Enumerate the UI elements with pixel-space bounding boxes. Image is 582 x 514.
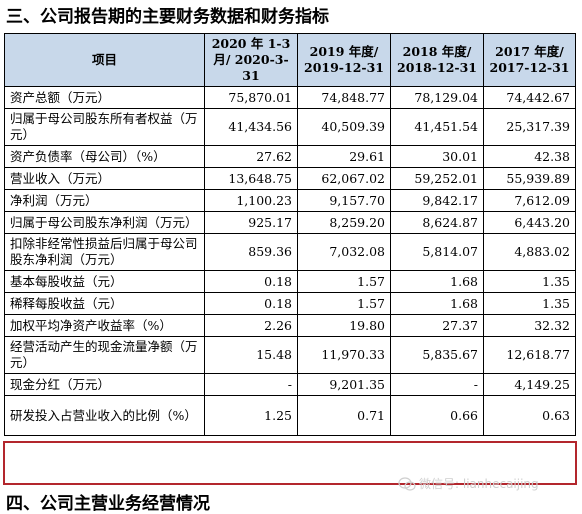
row-value: 859.36 (204, 233, 298, 271)
row-label: 稀释每股收益（元） (4, 292, 205, 315)
row-label: 资产总额（万元） (4, 86, 205, 109)
row-value: 29.61 (297, 145, 391, 168)
row-label: 扣除非经常性损益后归属于母公司股东净利润（万元） (4, 233, 205, 271)
row-value: 1.35 (483, 270, 576, 293)
table-row: 资产负债率（母公司）（%） 27.62 29.61 30.01 42.38 (4, 145, 576, 168)
row-label: 资产负债率（母公司）（%） (4, 145, 205, 168)
row-value: 62,067.02 (297, 167, 391, 190)
row-value: 0.66 (390, 395, 484, 436)
row-value: 74,442.67 (483, 86, 576, 109)
row-value: 4,883.02 (483, 233, 576, 271)
table-row: 归属于母公司股东所有者权益（万元） 41,434.56 40,509.39 41,45… (4, 108, 576, 146)
row-value: 32.32 (483, 314, 576, 337)
row-value: 1,100.23 (204, 189, 298, 212)
table-row: 现金分红（万元） -9,201.35-4,149.25 (4, 373, 576, 396)
row-value: 40,509.39 (297, 108, 391, 146)
row-value: 75,870.01 (204, 86, 298, 109)
watermark-text: 微信号: lianhecaijing (419, 477, 539, 491)
row-label: 经营活动产生的现金流量净额（万元） (4, 336, 205, 374)
table-row: 基本每股收益（元） 0.18 1.57 1.68 1.35 (4, 270, 576, 293)
header-col: 2019 年度/ 2019-12-31 (297, 33, 391, 87)
row-label: 研发投入占营业收入的比例（%） (4, 395, 205, 436)
row-value: 8,259.20 (297, 211, 391, 234)
table-row: 经营活动产生的现金流量净额（万元） 15.48 11,970.33 5,835.67 1… (4, 336, 576, 374)
table-row: 资产总额（万元） 75,870.01 74,848.77 78,129.04 74,44… (4, 86, 576, 109)
row-value: 27.37 (390, 314, 484, 337)
wechat-icon (398, 476, 416, 491)
table-row: 加权平均净资产收益率（%） 2.26 19.80 27.37 32.32 (4, 314, 576, 337)
header-item: 项目 (4, 33, 205, 87)
row-value: 4,149.25 (483, 373, 576, 396)
row-value: 19.80 (297, 314, 391, 337)
row-value: 12,618.77 (483, 336, 576, 374)
section-heading-main-business: 四、公司主营业务经营情况 (6, 494, 210, 514)
row-value: 7,032.08 (297, 233, 391, 271)
row-label: 归属于母公司股东所有者权益（万元） (4, 108, 205, 146)
row-value: 0.18 (204, 292, 298, 315)
row-value: 13,648.75 (204, 167, 298, 190)
header-col: 2020 年 1-3 月/ 2020-3-31 (204, 33, 298, 87)
row-value: 925.17 (204, 211, 298, 234)
row-value: 42.38 (483, 145, 576, 168)
row-value: 25,317.39 (483, 108, 576, 146)
row-value: 1.57 (297, 292, 391, 315)
row-value: 7,612.09 (483, 189, 576, 212)
row-value: 1.68 (390, 270, 484, 293)
row-value: 1.35 (483, 292, 576, 315)
row-value: 74,848.77 (297, 86, 391, 109)
row-value: 0.18 (204, 270, 298, 293)
table-row: 营业收入（万元） 13,648.75 62,067.02 59,252.01 55,93… (4, 167, 576, 190)
row-label: 现金分红（万元） (4, 373, 205, 396)
header-col: 2018 年度/ 2018-12-31 (390, 33, 484, 87)
row-value: - (204, 373, 298, 396)
watermark: 微信号: lianhecaijing (398, 475, 539, 492)
section-heading-financial-data: 三、公司报告期的主要财务数据和财务指标 (6, 7, 329, 27)
row-value: 41,451.54 (390, 108, 484, 146)
row-value: 8,624.87 (390, 211, 484, 234)
row-value: 9,842.17 (390, 189, 484, 212)
row-label: 加权平均净资产收益率（%） (4, 314, 205, 337)
row-value: 2.26 (204, 314, 298, 337)
row-value: 1.57 (297, 270, 391, 293)
header-col: 2017 年度/ 2017-12-31 (483, 33, 576, 87)
financial-data-table: 项目 2020 年 1-3 月/ 2020-3-31 2019 年度/ 2019… (4, 33, 576, 436)
table-row: 归属于母公司股东净利润（万元） 925.17 8,259.20 8,624.87 6,4… (4, 211, 576, 234)
row-value: 1.25 (204, 395, 298, 436)
row-label: 归属于母公司股东净利润（万元） (4, 211, 205, 234)
row-value: 9,201.35 (297, 373, 391, 396)
row-value: 6,443.20 (483, 211, 576, 234)
row-value: 9,157.70 (297, 189, 391, 212)
row-label: 净利润（万元） (4, 189, 205, 212)
row-value: 55,939.89 (483, 167, 576, 190)
row-value: 30.01 (390, 145, 484, 168)
row-value: 78,129.04 (390, 86, 484, 109)
row-value: 0.63 (483, 395, 576, 436)
row-label: 基本每股收益（元） (4, 270, 205, 293)
row-value: 41,434.56 (204, 108, 298, 146)
row-label: 营业收入（万元） (4, 167, 205, 190)
table-row: 稀释每股收益（元） 0.18 1.57 1.68 1.35 (4, 292, 576, 315)
row-value: 5,814.07 (390, 233, 484, 271)
row-value: 59,252.01 (390, 167, 484, 190)
row-value: - (390, 373, 484, 396)
table-row: 研发投入占营业收入的比例（%） 1.25 0.71 0.66 0.63 (4, 395, 576, 436)
row-value: 0.71 (297, 395, 391, 436)
table-row: 净利润（万元） 1,100.23 9,157.70 9,842.17 7,612.09 (4, 189, 576, 212)
row-value: 11,970.33 (297, 336, 391, 374)
table-row: 扣除非经常性损益后归属于母公司股东净利润（万元） 859.36 7,032.08 5,… (4, 233, 576, 271)
row-value: 27.62 (204, 145, 298, 168)
table-header-row: 项目 2020 年 1-3 月/ 2020-3-31 2019 年度/ 2019… (4, 33, 576, 87)
row-value: 15.48 (204, 336, 298, 374)
row-value: 1.68 (390, 292, 484, 315)
row-value: 5,835.67 (390, 336, 484, 374)
